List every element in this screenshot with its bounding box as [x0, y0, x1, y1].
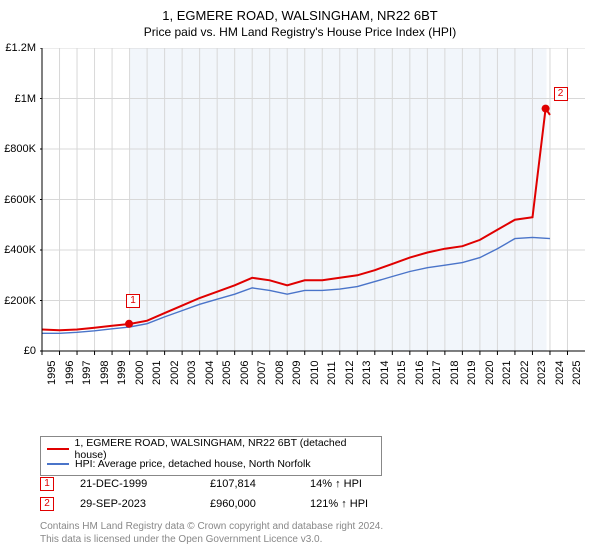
chart-marker-1: 1 [126, 294, 140, 308]
x-tick-label: 2003 [186, 361, 198, 385]
y-tick-label: £200K [0, 295, 36, 307]
row-price: £960,000 [210, 498, 310, 510]
x-tick-label: 2017 [431, 361, 443, 385]
x-tick-label: 1995 [46, 361, 58, 385]
legend-label: HPI: Average price, detached house, Nort… [75, 458, 311, 470]
x-tick-label: 2024 [554, 361, 566, 385]
sales-table: 1 21-DEC-1999£107,81414% ↑ HPI 2 29-SEP-202… [40, 474, 420, 514]
x-tick-label: 1998 [99, 361, 111, 385]
x-tick-label: 2019 [466, 361, 478, 385]
chart-area: 12 [40, 48, 585, 378]
x-tick-label: 1996 [64, 361, 76, 385]
x-tick-label: 1997 [81, 361, 93, 385]
footer-line1: Contains HM Land Registry data © Crown c… [40, 520, 383, 533]
y-tick-label: £1.2M [0, 42, 36, 54]
x-tick-label: 2015 [396, 361, 408, 385]
x-tick-label: 2021 [501, 361, 513, 385]
x-tick-label: 2018 [449, 361, 461, 385]
x-tick-label: 2005 [221, 361, 233, 385]
x-tick-label: 2020 [484, 361, 496, 385]
x-tick-label: 2000 [134, 361, 146, 385]
y-tick-label: £1M [0, 93, 36, 105]
row-change: 14% ↑ HPI [310, 478, 420, 490]
x-tick-label: 2007 [256, 361, 268, 385]
x-tick-label: 2004 [204, 361, 216, 385]
line-chart-svg [40, 48, 585, 378]
x-tick-label: 2010 [309, 361, 321, 385]
legend-item: 1, EGMERE ROAD, WALSINGHAM, NR22 6BT (de… [47, 441, 375, 456]
table-row: 1 21-DEC-1999£107,81414% ↑ HPI [40, 474, 420, 494]
x-tick-label: 2001 [151, 361, 163, 385]
legend-swatch [47, 448, 69, 450]
row-change: 121% ↑ HPI [310, 498, 420, 510]
x-tick-label: 1999 [116, 361, 128, 385]
row-price: £107,814 [210, 478, 310, 490]
chart-title: 1, EGMERE ROAD, WALSINGHAM, NR22 6BT [0, 0, 600, 23]
chart-container: 1, EGMERE ROAD, WALSINGHAM, NR22 6BT Pri… [0, 0, 600, 560]
y-tick-label: £800K [0, 143, 36, 155]
x-tick-label: 2002 [169, 361, 181, 385]
y-tick-label: £600K [0, 194, 36, 206]
chart-subtitle: Price paid vs. HM Land Registry's House … [0, 23, 600, 39]
chart-marker-2: 2 [554, 87, 568, 101]
x-tick-label: 2012 [344, 361, 356, 385]
x-tick-label: 2022 [519, 361, 531, 385]
x-tick-label: 2006 [239, 361, 251, 385]
legend-swatch [47, 463, 69, 465]
x-tick-label: 2009 [291, 361, 303, 385]
x-tick-label: 2013 [361, 361, 373, 385]
x-tick-label: 2025 [571, 361, 583, 385]
row-marker: 1 [40, 477, 54, 491]
legend-box: 1, EGMERE ROAD, WALSINGHAM, NR22 6BT (de… [40, 436, 382, 476]
row-marker: 2 [40, 497, 54, 511]
y-tick-label: £0 [0, 345, 36, 357]
x-tick-label: 2023 [536, 361, 548, 385]
table-row: 2 29-SEP-2023£960,000121% ↑ HPI [40, 494, 420, 514]
x-tick-label: 2016 [414, 361, 426, 385]
footer-line2: This data is licensed under the Open Gov… [40, 533, 383, 546]
x-tick-label: 2008 [274, 361, 286, 385]
x-tick-label: 2014 [379, 361, 391, 385]
row-date: 29-SEP-2023 [80, 498, 210, 510]
row-date: 21-DEC-1999 [80, 478, 210, 490]
x-tick-label: 2011 [326, 361, 338, 385]
y-tick-label: £400K [0, 244, 36, 256]
footer-attribution: Contains HM Land Registry data © Crown c… [40, 520, 383, 546]
